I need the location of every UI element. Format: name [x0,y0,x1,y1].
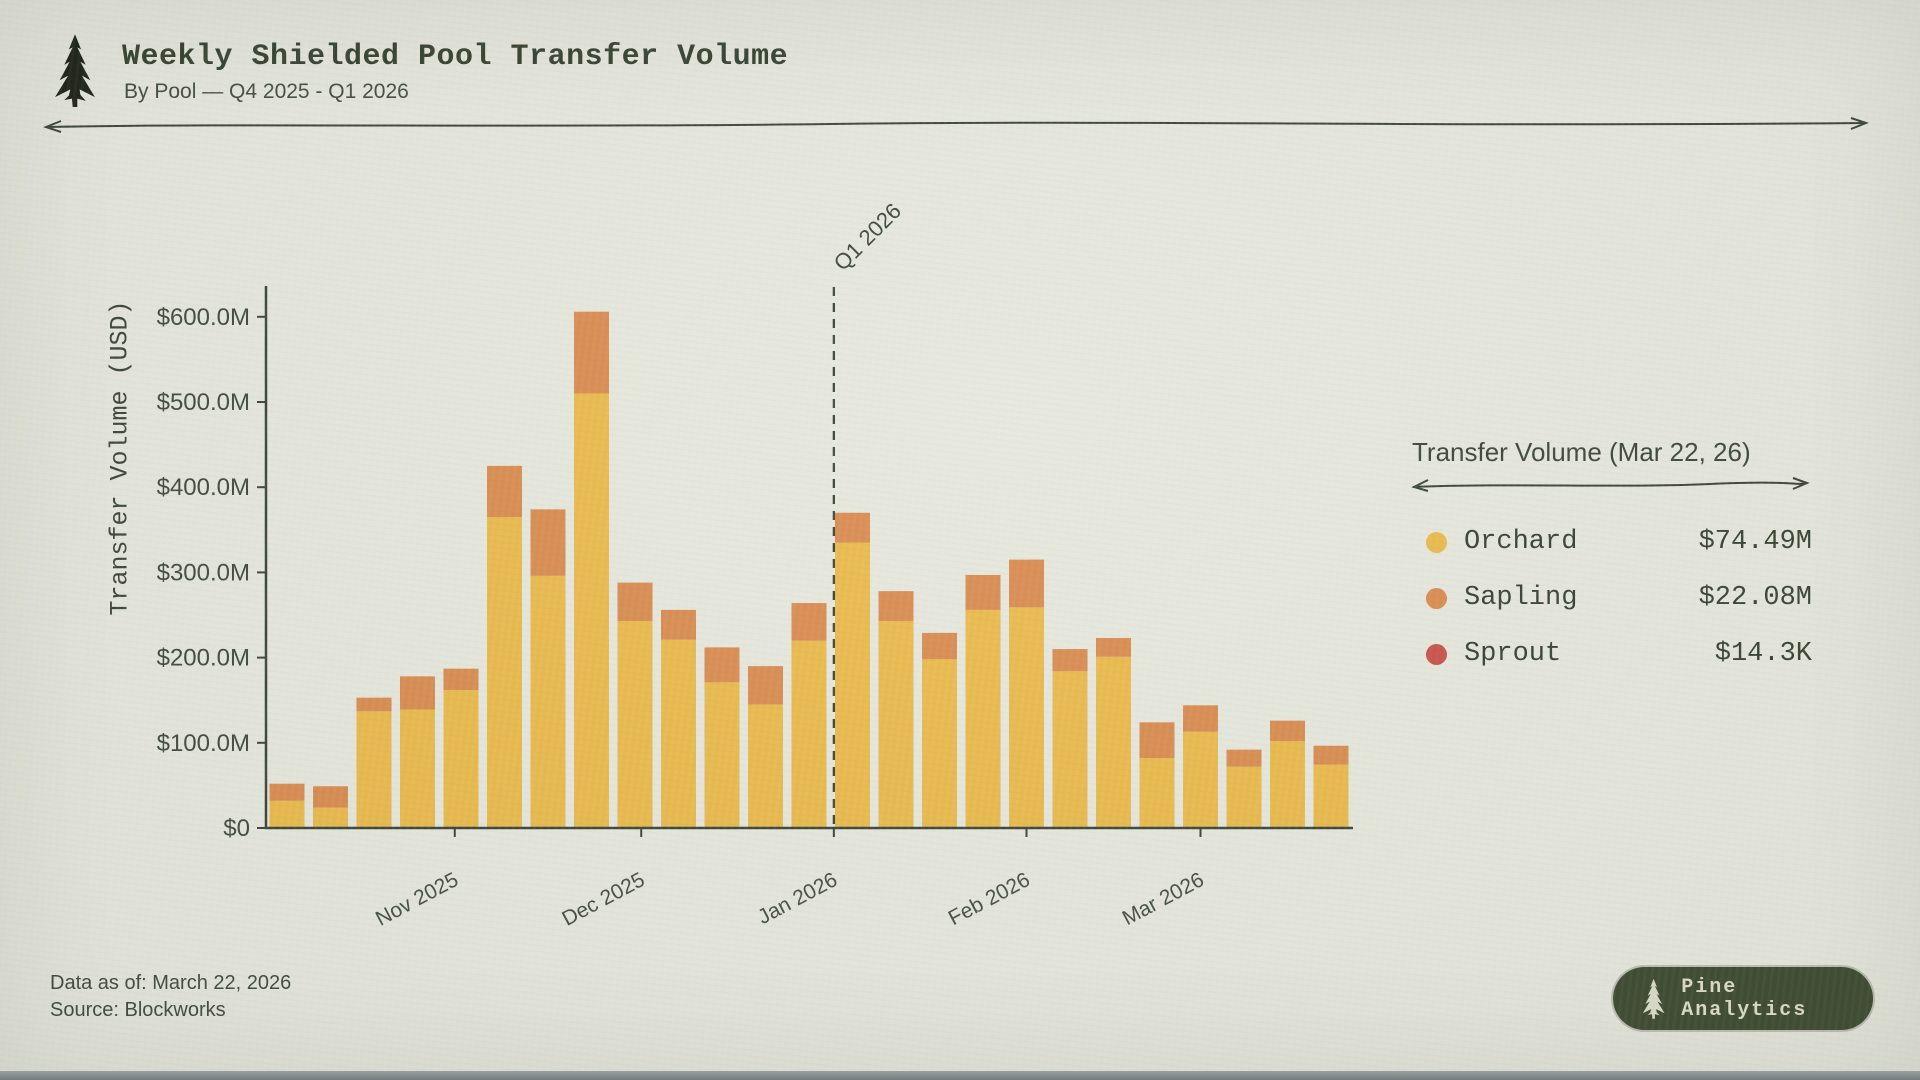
legend-item-sprout: Sprout $14.3K [1412,626,1812,682]
axis-spines [264,286,1353,830]
x-tick-label: Feb 2026 [945,868,1034,930]
bar-segment-sapling [1052,649,1088,672]
orchard-swatch-icon [1426,531,1447,553]
bar-segment-sapling [443,668,479,690]
y-tick-label: $100.0M [157,730,250,757]
bar-segment-orchard [1139,758,1175,828]
bar-segment-orchard [922,659,957,828]
bar-segment-sapling [1183,705,1218,732]
bar-segment-sapling [704,647,740,683]
bar-segment-orchard [574,393,609,828]
bar-segment-orchard [1096,656,1131,828]
x-tick-label: Dec 2025 [558,868,648,931]
bar-segment-sapling [574,311,609,394]
bar-segment-sapling [661,609,696,640]
bar-segment-orchard [878,620,914,828]
y-tick-label: $200.0M [157,645,250,672]
legend-item-orchard: Orchard $74.49M [1412,514,1812,570]
bar-segment-sapling [313,786,348,808]
bar-segment-sapling [530,509,566,576]
bar-segment-orchard [400,709,435,828]
badge-label: Pine Analytics [1681,975,1808,1022]
bar-segment-orchard [1183,731,1218,828]
bar-segment-sapling [922,632,957,660]
bar-segment-orchard [269,800,305,828]
bar-segment-orchard [1270,741,1305,828]
bar-segment-sapling [965,574,1001,610]
legend-rows: Orchard $74.49M Sapling $22.08M Sprout $… [1412,514,1812,682]
footer-source: Source: Blockworks [50,999,226,1021]
q1-2026-annotation: Q1 2026 [829,198,906,275]
y-axis-title: Transfer Volume (USD) [105,300,135,616]
legend-label: Orchard [1464,527,1578,557]
bar-segment-sapling [1096,638,1131,657]
bar-segment-orchard [661,639,696,828]
bar-segment-orchard [1313,764,1349,828]
page-subtitle: By Pool — Q4 2025 - Q1 2026 [124,80,409,103]
bar-segment-sapling [791,603,827,641]
y-tick-label: $400.0M [157,474,250,501]
bar-segment-sapling [400,676,435,710]
x-tick-label: Nov 2025 [372,868,462,931]
bar-segment-orchard [791,640,827,828]
bar-segment-sapling [1313,745,1349,765]
bar-segment-sapling [487,465,522,518]
legend-value: $14.3K [1714,639,1812,669]
bar-segment-sapling [1009,559,1044,608]
bottom-edge-strip [0,1071,1920,1080]
bar-segment-sapling [269,783,305,801]
legend-value: $22.08M [1698,583,1812,613]
legend-value: $74.49M [1698,527,1812,557]
footer-data-as-of: Data as of: March 22, 2026 [50,972,292,994]
rule-left-arrow-icon [43,120,62,133]
sprout-swatch-icon [1426,643,1447,665]
page-title: Weekly Shielded Pool Transfer Volume [122,40,789,74]
bar-segment-sapling [617,582,653,621]
legend-title: Transfer Volume (Mar 22, 26) [1412,437,1751,467]
legend-item-sapling: Sapling $22.08M [1412,570,1812,626]
bar-segment-sapling [1270,720,1305,742]
y-tick-label: $600.0M [157,304,250,331]
footer: Data as of: March 22, 2026 Source: Block… [50,970,291,1024]
bar-segment-sapling [748,666,783,705]
bar-segment-orchard [965,609,1001,828]
bar-segment-orchard [1226,766,1262,828]
bar-segment-orchard [748,704,783,828]
bar-segment-sapling [1226,749,1262,767]
y-tick-label: $500.0M [157,389,250,416]
sapling-swatch-icon [1426,587,1447,609]
legend: Transfer Volume (Mar 22, 26) Orchard $74… [1412,437,1812,682]
legend-label: Sapling [1464,583,1578,613]
bar-segment-orchard [443,689,479,828]
bar-segment-orchard [704,682,740,828]
bar-segment-sapling [1139,722,1175,759]
bar-segment-sapling [878,591,914,621]
bar-segment-orchard [835,542,870,828]
legend-label: Sprout [1464,639,1562,669]
bar-segment-orchard [1009,607,1044,828]
badge-pine-tree-icon [1642,978,1665,1019]
y-tick-label: $0 [223,815,250,842]
bar-segment-orchard [617,620,653,828]
pine-tree-logo-icon [55,34,95,108]
bar-segment-sapling [835,512,870,543]
bar-segment-sapling [356,697,392,712]
bar-segment-orchard [487,517,522,828]
y-tick-label: $300.0M [157,559,250,586]
bar-segment-orchard [1052,671,1088,828]
bar-segment-orchard [530,575,566,828]
bar-segment-orchard [356,711,392,828]
rule-right-arrow-icon [1850,117,1869,130]
x-tick-label: Jan 2026 [754,868,841,929]
x-tick-label: Mar 2026 [1119,868,1208,930]
brand-badge: Pine Analytics [1613,967,1873,1030]
bar-segment-orchard [313,807,348,828]
